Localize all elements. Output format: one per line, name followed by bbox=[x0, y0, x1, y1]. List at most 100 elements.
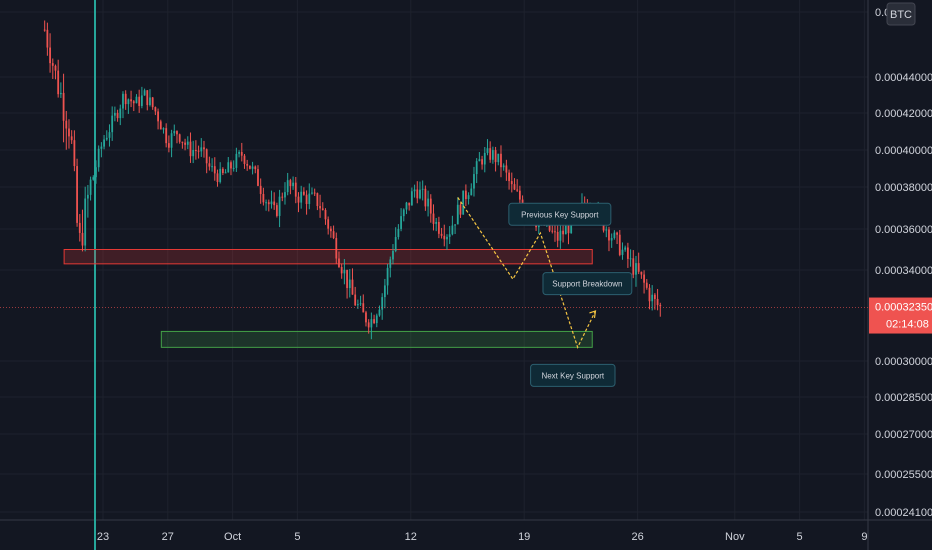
candle bbox=[462, 190, 465, 215]
candle bbox=[478, 152, 481, 162]
candle-body bbox=[127, 99, 130, 105]
candle-body bbox=[554, 231, 556, 233]
candle bbox=[184, 138, 186, 151]
candle bbox=[281, 192, 284, 202]
candle-body bbox=[618, 234, 621, 255]
candle bbox=[402, 208, 405, 222]
candle bbox=[500, 145, 502, 178]
candle bbox=[392, 244, 394, 265]
candle bbox=[348, 269, 351, 298]
candle-body bbox=[370, 319, 373, 328]
candle-body bbox=[302, 191, 305, 195]
candle-body bbox=[313, 192, 316, 194]
candle-body bbox=[227, 162, 230, 173]
candle bbox=[605, 226, 608, 238]
candle bbox=[440, 227, 443, 239]
candle-body bbox=[113, 112, 116, 116]
candle bbox=[132, 100, 135, 112]
candle bbox=[194, 140, 197, 160]
candle-body bbox=[367, 322, 370, 328]
candle bbox=[616, 231, 618, 245]
candle-body bbox=[640, 271, 643, 275]
candle-body bbox=[65, 120, 68, 129]
candle-body bbox=[386, 267, 389, 286]
candle-body bbox=[375, 315, 378, 324]
candle-body bbox=[43, 29, 46, 31]
y-tick-label: 0.00030000 bbox=[875, 356, 932, 368]
candle-body bbox=[643, 274, 645, 283]
currency-badge[interactable]: BTC bbox=[886, 2, 916, 26]
candle-body bbox=[405, 202, 408, 210]
candle-body bbox=[564, 225, 567, 235]
candle bbox=[73, 130, 76, 172]
candle-body bbox=[297, 196, 300, 203]
candle bbox=[300, 185, 303, 209]
candle bbox=[49, 33, 51, 73]
candle bbox=[138, 89, 141, 113]
candle bbox=[213, 157, 216, 181]
candle bbox=[51, 58, 54, 79]
candle-body bbox=[51, 63, 54, 66]
candle bbox=[89, 176, 92, 201]
candle-body bbox=[140, 95, 143, 106]
annotation-callout[interactable]: Support Breakdown bbox=[542, 272, 633, 296]
candle bbox=[626, 242, 629, 268]
candle bbox=[162, 127, 165, 134]
candle bbox=[103, 135, 105, 150]
candle-body bbox=[429, 198, 432, 214]
candle bbox=[211, 158, 213, 172]
candle bbox=[240, 142, 243, 162]
candle-body bbox=[610, 238, 613, 241]
candle bbox=[610, 233, 613, 248]
candle bbox=[70, 130, 73, 144]
candle-body bbox=[86, 194, 89, 199]
candle-body bbox=[432, 213, 435, 224]
candle-body bbox=[103, 139, 105, 147]
candle-body bbox=[321, 208, 324, 210]
candle bbox=[329, 226, 332, 238]
current-price-tag-box bbox=[869, 297, 932, 334]
candle bbox=[159, 119, 162, 130]
candle-body bbox=[159, 121, 162, 130]
projection-path[interactable] bbox=[457, 197, 597, 349]
candle-body bbox=[105, 137, 108, 140]
candle bbox=[359, 295, 362, 307]
candle-body bbox=[656, 298, 659, 306]
candle bbox=[618, 230, 621, 257]
candle bbox=[608, 226, 610, 252]
candle-body bbox=[216, 173, 219, 182]
annotation-callout[interactable]: Next Key Support bbox=[530, 363, 616, 387]
candle-body bbox=[559, 230, 562, 241]
projection-arrowhead bbox=[589, 310, 597, 319]
candle bbox=[43, 20, 46, 32]
candle-body bbox=[270, 201, 273, 205]
candle-body bbox=[645, 282, 648, 288]
candle bbox=[343, 259, 346, 285]
candle-body bbox=[475, 161, 478, 175]
candle-body bbox=[132, 101, 135, 104]
candle-body bbox=[221, 168, 224, 174]
candle-body bbox=[235, 153, 238, 168]
candle-body bbox=[208, 163, 211, 167]
candle bbox=[200, 138, 203, 157]
y-tick-label: 0.00034000 bbox=[875, 265, 932, 277]
resistance-zone[interactable] bbox=[63, 249, 593, 265]
candle-body bbox=[59, 92, 62, 95]
annotation-callout[interactable]: Previous Key Support bbox=[508, 202, 612, 226]
support-zone[interactable] bbox=[160, 330, 593, 348]
candle bbox=[432, 204, 435, 231]
candle bbox=[381, 293, 384, 320]
candle-body bbox=[354, 294, 357, 306]
candle-body bbox=[281, 196, 284, 198]
candle-body bbox=[300, 191, 303, 203]
candle bbox=[467, 192, 470, 205]
y-tick-label: 0.00027000 bbox=[875, 429, 932, 441]
candle-body bbox=[92, 177, 95, 180]
candle-body bbox=[494, 150, 497, 163]
candle-body bbox=[273, 201, 276, 206]
candle bbox=[321, 202, 324, 211]
candle bbox=[419, 181, 421, 200]
candle-body bbox=[124, 93, 127, 105]
candle bbox=[651, 285, 654, 311]
